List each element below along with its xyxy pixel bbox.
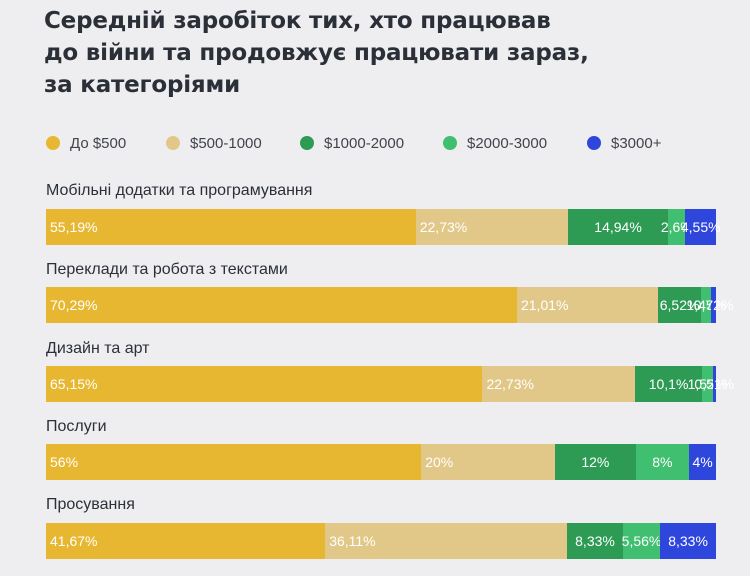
legend-item: $3000+ (587, 132, 661, 154)
bar-segment: 8% (635, 444, 690, 480)
bar-segment: 4% (689, 444, 716, 480)
legend-label: $500-1000 (190, 134, 262, 152)
stacked-bar: 55,19% 22,73% 14,94% 2,6% 4,55% (46, 209, 721, 245)
category-label: Переклади та робота з текстами (46, 261, 288, 278)
bar-segment: 0,51% (694, 366, 734, 402)
stacked-bar: 41,67% 36,11% 8,33% 5,56% 8,33% (46, 523, 716, 559)
chart-title-line-2: до війни та продовжує працювати зараз, (44, 40, 589, 66)
bar-segment: 22,73% (415, 209, 568, 245)
legend-item: $1000-2000 (300, 132, 404, 154)
bar-segment: 6,52% (657, 287, 702, 323)
data-label: 14,94% (594, 219, 642, 235)
bar-segment: 41,67% (46, 523, 326, 559)
chart-title-line-1: Середній заробіток тих, хто працював (44, 8, 551, 34)
legend-label: До $500 (70, 134, 127, 152)
legend-swatch (46, 136, 60, 150)
bar-segment: 8,33% (660, 523, 716, 559)
stacked-bar: 56% 20% 12% 8% 4% (46, 444, 716, 480)
bar-segment: 1,52% (688, 366, 727, 402)
bar-segment: 10,1% (634, 366, 703, 402)
data-label: 5,56% (621, 533, 662, 549)
category-label: Дизайн та арт (46, 340, 150, 357)
data-label: 65,15% (50, 376, 98, 392)
data-label: 0,72% (693, 297, 734, 313)
data-label: 2,6% (660, 219, 693, 235)
data-label: 4,55% (680, 219, 721, 235)
legend-label: $3000+ (611, 134, 662, 152)
category-label: Мобільні додатки та програмування (46, 182, 313, 199)
legend-label: $1000-2000 (324, 134, 405, 152)
data-label: 21,01% (520, 297, 569, 313)
data-label: 70,29% (50, 297, 98, 313)
data-label: 41,67% (50, 533, 98, 549)
data-label: 6,52% (659, 297, 700, 313)
data-label: 8% (652, 454, 673, 470)
bar-segment: 2,6% (661, 209, 693, 245)
legend-item: До $500 (46, 132, 126, 154)
legend-item: $500-1000 (166, 132, 262, 154)
legend-swatch (587, 136, 601, 150)
legend-item: $2000-3000 (443, 132, 547, 154)
data-label: 20% (425, 454, 454, 470)
bar-segment: 1,45% (686, 287, 726, 323)
bar-segment: 4,55% (681, 209, 721, 245)
bar-segment: 36,11% (325, 523, 568, 559)
legend-swatch (300, 136, 314, 150)
stacked-bar: 70,29% 21,01% 6,52% 1,45% 0,72% (46, 287, 733, 323)
legend-swatch (443, 136, 457, 150)
data-label: 22,73% (419, 219, 468, 235)
data-label: 8,33% (668, 533, 708, 549)
bar-segment: 56% (46, 444, 422, 480)
data-label: 0,51% (694, 376, 735, 392)
bar-segment: 8,33% (567, 523, 623, 559)
bar-segment: 5,56% (621, 523, 662, 559)
bar-segment: 21,01% (516, 287, 658, 323)
data-label: 56% (50, 454, 79, 470)
bar-segment: 55,19% (46, 209, 416, 245)
data-label: 8,33% (575, 533, 615, 549)
bar-segment: 20% (421, 444, 556, 480)
data-label: 1,45% (686, 297, 727, 313)
bar-segment: 14,94% (568, 209, 669, 245)
data-label: 10,1% (648, 376, 689, 392)
bar-segment: 65,15% (46, 366, 483, 402)
bar-segment: 12% (555, 444, 636, 480)
data-label: 55,19% (50, 219, 98, 235)
data-label: 12% (581, 454, 610, 470)
data-label: 1,52% (687, 376, 728, 392)
bar-segment: 0,72% (694, 287, 733, 323)
legend-label: $2000-3000 (467, 134, 548, 152)
stacked-bar: 65,15% 22,73% 10,1% 1,52% 0,51% (46, 366, 734, 402)
data-label: 4% (692, 454, 713, 470)
bar-segment: 22,73% (482, 366, 635, 402)
data-label: 36,11% (329, 533, 376, 549)
data-label: 22,73% (486, 376, 534, 392)
category-label: Послуги (46, 418, 107, 435)
bar-segment: 70,29% (46, 287, 517, 323)
category-label: Просування (46, 496, 135, 513)
legend-swatch (166, 136, 180, 150)
chart-title-line-3: за категоріями (44, 72, 241, 98)
